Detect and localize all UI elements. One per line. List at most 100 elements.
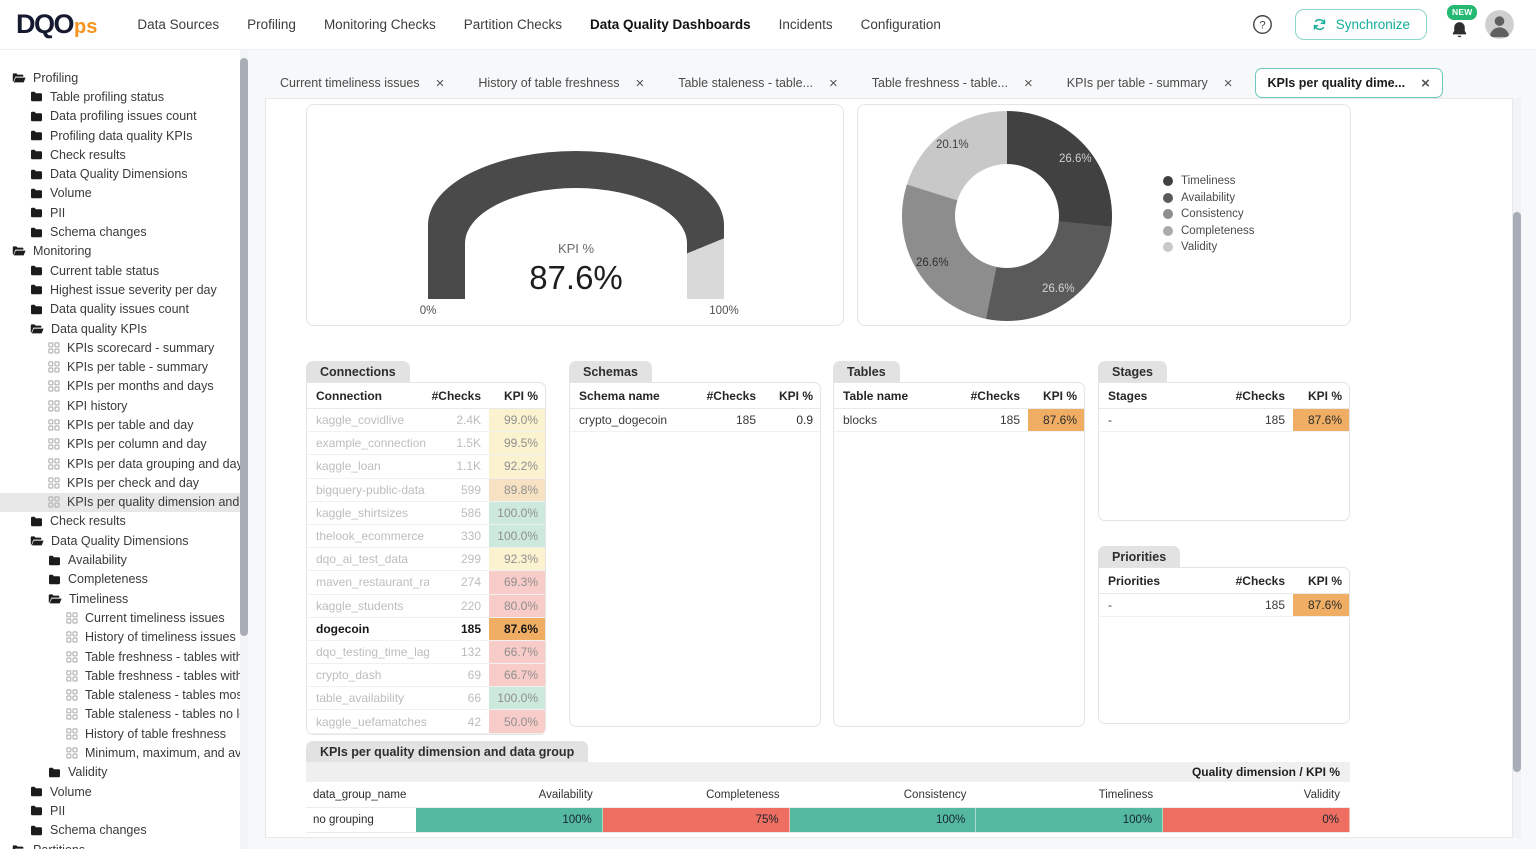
- sidebar-tree-item[interactable]: Profiling data quality KPIs: [0, 126, 248, 145]
- sidebar-tree-item[interactable]: Table staleness - tables most recen: [0, 686, 248, 705]
- table-row[interactable]: table_availability 66 100.0%: [307, 687, 545, 711]
- sidebar-tree-item[interactable]: Current timeliness issues: [0, 608, 248, 627]
- table-row[interactable]: thelook_ecommerce 330 100.0%: [307, 524, 545, 549]
- sidebar-tree-item[interactable]: Schema changes: [0, 821, 248, 840]
- close-icon[interactable]: ×: [1421, 74, 1430, 92]
- sidebar-tree-item[interactable]: KPIs per column and day: [0, 435, 248, 454]
- sidebar-tree-item[interactable]: Availability: [0, 550, 248, 569]
- sidebar-tree-item[interactable]: Profiling: [0, 68, 248, 87]
- table-row[interactable]: kaggle_shirtsizes 586 100.0%: [307, 501, 545, 525]
- sidebar-item-label: Monitoring: [33, 244, 92, 259]
- sidebar-tree-item[interactable]: History of table freshness: [0, 724, 248, 743]
- dashboard-tab[interactable]: Current timeliness issues ×: [268, 68, 456, 98]
- sidebar-tree-item[interactable]: Data quality KPIs: [0, 319, 248, 338]
- table-row[interactable]: example_connection 1.5K 99.5%: [307, 432, 545, 456]
- table-row[interactable]: - 185 87.6%: [1099, 409, 1349, 433]
- main-scrollbar-thumb[interactable]: [1513, 212, 1521, 772]
- dashboard-tab[interactable]: Table freshness - table... ×: [860, 68, 1045, 98]
- sidebar-tree-item[interactable]: Validity: [0, 763, 248, 782]
- nav-item[interactable]: Data Sources: [137, 16, 220, 32]
- sidebar-tree-item[interactable]: Check results: [0, 145, 248, 164]
- close-icon[interactable]: ×: [829, 74, 838, 92]
- synchronize-button[interactable]: Synchronize: [1294, 9, 1427, 40]
- nav-item[interactable]: Configuration: [860, 16, 941, 32]
- sidebar-tree-item[interactable]: KPIs per months and days: [0, 377, 248, 396]
- sidebar-tree-item[interactable]: Highest issue severity per day: [0, 280, 248, 299]
- sidebar-tree-item[interactable]: KPIs scorecard - summary: [0, 338, 248, 357]
- sidebar-tree-item[interactable]: PII: [0, 203, 248, 222]
- sidebar-tree-item[interactable]: Schema changes: [0, 222, 248, 241]
- table-row[interactable]: dogecoin 185 87.6%: [307, 617, 545, 641]
- sidebar-tree-item[interactable]: PII: [0, 801, 248, 820]
- sidebar-tree-item[interactable]: KPIs per table and day: [0, 415, 248, 434]
- nav-item[interactable]: Monitoring Checks: [323, 16, 436, 32]
- nav-item[interactable]: Data Quality Dashboards: [590, 16, 751, 32]
- connections-title: Connections: [306, 361, 410, 382]
- table-row[interactable]: kaggle_loan 1.1K 92.2%: [307, 455, 545, 479]
- sidebar-tree-item[interactable]: KPIs per check and day: [0, 473, 248, 492]
- sidebar-tree-item[interactable]: Table freshness - tables with the ol: [0, 666, 248, 685]
- table-row[interactable]: kaggle_uefamatches 42 50.0%: [307, 710, 545, 734]
- data-group-name: no grouping: [313, 814, 374, 826]
- table-row[interactable]: maven_restaurant_rat... 274 69.3%: [307, 571, 545, 595]
- sidebar-tree-item[interactable]: History of timeliness issues: [0, 628, 248, 647]
- table-row[interactable]: no grouping 100% 75% 100% 100% 0%: [306, 807, 1350, 833]
- sidebar-item-label: KPIs per check and day: [67, 475, 200, 490]
- dashboard-tab[interactable]: KPIs per table - summary ×: [1055, 68, 1245, 98]
- help-icon[interactable]: ?: [1252, 14, 1273, 35]
- sidebar-tree-item[interactable]: Volume: [0, 184, 248, 203]
- dashboard-tab[interactable]: Table staleness - table... ×: [666, 68, 850, 98]
- sidebar-tree-item[interactable]: Current table status: [0, 261, 248, 280]
- dqops-logo[interactable]: DQO ps: [16, 9, 97, 40]
- sidebar-item-label: Completeness: [68, 572, 148, 587]
- table-row[interactable]: kaggle_students 220 80.0%: [307, 594, 545, 618]
- table-row[interactable]: bigquery-public-data 599 89.8%: [307, 478, 545, 502]
- close-icon[interactable]: ×: [1223, 74, 1233, 92]
- sidebar-tree-item[interactable]: Partitions: [0, 840, 248, 849]
- legend-label: Timeliness: [1181, 175, 1236, 187]
- donut-slice-label: 26.6%: [916, 257, 949, 269]
- dashboard-tab[interactable]: KPIs per quality dime... ×: [1254, 68, 1443, 98]
- sidebar-item-label: Table freshness - tables with the m: [85, 649, 248, 664]
- folder-icon: [31, 208, 42, 218]
- close-icon[interactable]: ×: [435, 74, 445, 92]
- nav-item[interactable]: Partition Checks: [463, 16, 563, 32]
- sidebar-tree-item[interactable]: Data Quality Dimensions: [0, 164, 248, 183]
- folder-open-icon: [30, 323, 44, 333]
- table-row[interactable]: kaggle_covidlive 2.4K 99.0%: [307, 409, 545, 433]
- sidebar-tree-item[interactable]: KPIs per data grouping and day: [0, 454, 248, 473]
- column-header: KPI %: [503, 388, 538, 403]
- sidebar-tree-item[interactable]: Table profiling status: [0, 87, 248, 106]
- sidebar-tree-item[interactable]: Table freshness - tables with the m: [0, 647, 248, 666]
- dashboard-tab[interactable]: History of table freshness ×: [466, 68, 656, 98]
- sidebar-item-label: History of table freshness: [85, 726, 227, 741]
- sidebar-tree-item[interactable]: Data profiling issues count: [0, 107, 248, 126]
- table-row[interactable]: dqo_ai_test_data 299 92.3%: [307, 548, 545, 572]
- kpi-cell: 99.0%: [489, 409, 545, 432]
- sidebar-tree-item[interactable]: Minimum, maximum, and average: [0, 743, 248, 762]
- table-row[interactable]: dqo_testing_time_lag 132 66.7%: [307, 640, 545, 665]
- sidebar-tree-item[interactable]: Volume: [0, 782, 248, 801]
- sidebar-scrollbar-thumb[interactable]: [240, 58, 248, 636]
- notifications-bell-icon[interactable]: NEW: [1447, 4, 1478, 41]
- table-row[interactable]: blocks 185 87.6%: [834, 409, 1084, 433]
- dashboard-grid-icon: [48, 496, 60, 508]
- sidebar-tree-item[interactable]: Monitoring: [0, 242, 248, 261]
- user-avatar[interactable]: [1485, 10, 1514, 39]
- sidebar-tree-item[interactable]: KPI history: [0, 396, 248, 415]
- sidebar-tree-item[interactable]: Completeness: [0, 570, 248, 589]
- table-row[interactable]: - 185 87.6%: [1099, 594, 1349, 618]
- sidebar-tree-item[interactable]: Timeliness: [0, 589, 248, 608]
- nav-item[interactable]: Profiling: [247, 16, 296, 32]
- nav-item[interactable]: Incidents: [778, 16, 833, 32]
- table-row[interactable]: crypto_dash 69 66.7%: [307, 664, 545, 688]
- sidebar-tree-item[interactable]: Table staleness - tables no longer l: [0, 705, 248, 724]
- sidebar-tree-item[interactable]: Data quality issues count: [0, 300, 248, 319]
- sidebar-tree-item[interactable]: KPIs per quality dimension and data gr: [0, 492, 248, 512]
- sidebar-tree-item[interactable]: Data Quality Dimensions: [0, 531, 248, 550]
- close-icon[interactable]: ×: [635, 74, 645, 92]
- sidebar-tree-item[interactable]: KPIs per table - summary: [0, 357, 248, 376]
- sidebar-tree-item[interactable]: Check results: [0, 512, 248, 531]
- close-icon[interactable]: ×: [1023, 74, 1033, 92]
- table-row[interactable]: crypto_dogecoin 185 0.9: [570, 409, 820, 433]
